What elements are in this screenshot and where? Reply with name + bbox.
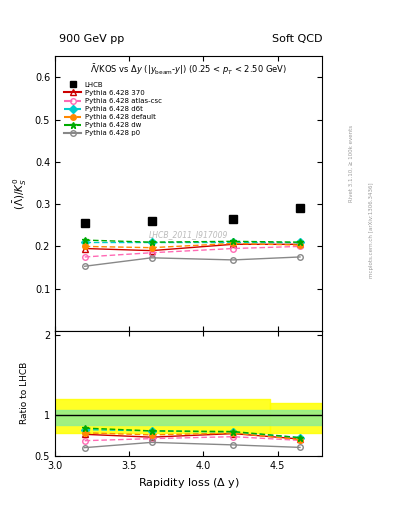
Text: Soft QCD: Soft QCD <box>272 33 322 44</box>
Legend: LHCB, Pythia 6.428 370, Pythia 6.428 atlas-csc, Pythia 6.428 d6t, Pythia 6.428 d: LHCB, Pythia 6.428 370, Pythia 6.428 atl… <box>61 79 165 139</box>
Text: mcplots.cern.ch [arXiv:1306.3436]: mcplots.cern.ch [arXiv:1306.3436] <box>369 183 374 278</box>
X-axis label: Rapidity loss ($\Delta$ y): Rapidity loss ($\Delta$ y) <box>138 476 240 490</box>
Text: LHCB_2011_I917009: LHCB_2011_I917009 <box>149 230 228 239</box>
Text: 900 GeV pp: 900 GeV pp <box>59 33 124 44</box>
Y-axis label: $\bar{(\Lambda)}/K^0_S$: $\bar{(\Lambda)}/K^0_S$ <box>12 177 29 210</box>
Text: Rivet 3.1.10, ≥ 100k events: Rivet 3.1.10, ≥ 100k events <box>349 125 354 202</box>
Text: $\bar{\Lambda}$/KOS vs $\Delta y$ ($|y_{\mathrm{beam}}$-$y|$) (0.25 < $p_{T}$ < : $\bar{\Lambda}$/KOS vs $\Delta y$ ($|y_{… <box>90 62 287 77</box>
Y-axis label: Ratio to LHCB: Ratio to LHCB <box>20 362 29 424</box>
